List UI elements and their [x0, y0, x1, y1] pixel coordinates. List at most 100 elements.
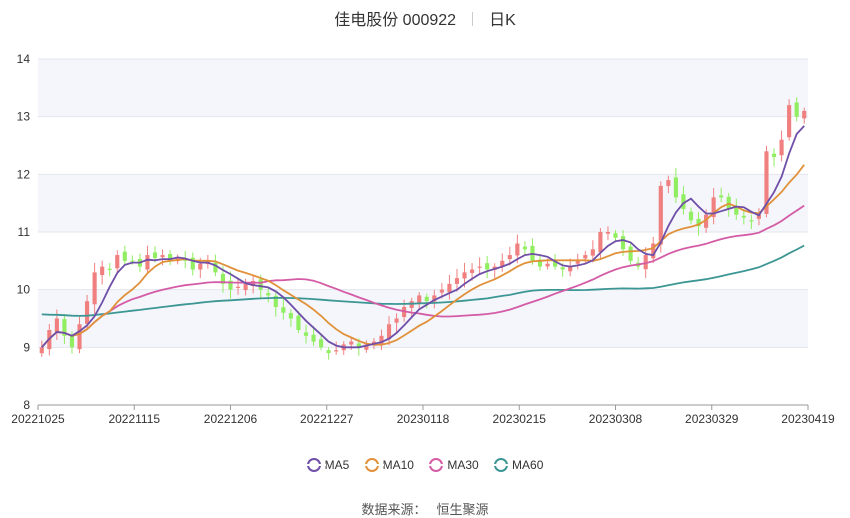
legend-item-ma10[interactable]: MA10: [359, 458, 414, 472]
y-tick-label: 14: [17, 52, 31, 66]
candle-body: [235, 286, 241, 288]
candle-body: [711, 197, 716, 218]
y-tick-label: 9: [23, 340, 30, 354]
candle-body: [258, 279, 263, 290]
candle-body: [228, 280, 233, 290]
legend-item-ma5[interactable]: MA5: [301, 458, 350, 472]
candle-body: [296, 315, 301, 331]
candle-body: [439, 289, 444, 293]
y-tick-label: 12: [17, 167, 31, 181]
candle-body: [696, 218, 701, 227]
candle-body: [130, 260, 135, 262]
legend-label-ma30: MA30: [447, 458, 479, 472]
candle-body: [107, 268, 112, 270]
x-tick-label: 20221115: [108, 412, 160, 426]
candle-body: [515, 243, 520, 256]
legend-item-ma30[interactable]: MA30: [424, 458, 479, 472]
candle-body: [168, 254, 173, 261]
candle-body: [334, 350, 339, 352]
candle-body: [273, 295, 278, 307]
candle-body: [522, 246, 527, 250]
x-tick-label: 20221227: [300, 412, 354, 426]
candle-body: [658, 185, 663, 245]
period-label: 日K: [489, 12, 516, 29]
candle-body: [356, 343, 361, 348]
ma10-line: [41, 164, 805, 348]
x-tick-label: 20230419: [781, 412, 835, 426]
legend-label-ma5: MA5: [324, 458, 350, 472]
legend-item-ma60[interactable]: MA60: [489, 458, 544, 472]
y-tick-label: 11: [18, 225, 31, 239]
candle-body: [349, 341, 354, 345]
x-tick-label: 20221025: [11, 412, 65, 426]
title-divider: [472, 12, 474, 26]
source-name: 恒生聚源: [436, 502, 489, 517]
candle-body: [454, 278, 460, 284]
ma30-line: [41, 204, 805, 348]
stock-name-code: 佳电股份 000922: [334, 12, 457, 29]
candle-body: [749, 220, 754, 222]
candle-body: [545, 263, 550, 267]
candle-body: [560, 267, 565, 270]
candle-body: [69, 334, 75, 348]
candle-body: [628, 246, 633, 261]
ma60-line: [41, 244, 805, 317]
candle-body: [326, 350, 331, 354]
candle-body: [77, 324, 82, 350]
candle-body: [704, 214, 709, 228]
x-tick-label: 20230118: [397, 412, 450, 426]
candle-body: [666, 180, 671, 186]
candle-body: [771, 153, 777, 158]
candle-body: [575, 260, 580, 264]
candle-body: [319, 339, 324, 348]
y-tick-label: 8: [23, 398, 30, 412]
candle-body: [734, 205, 739, 215]
candle-body: [386, 324, 392, 340]
candle-body: [590, 249, 595, 256]
candle-body: [432, 295, 437, 302]
candle-body: [741, 215, 746, 218]
candle-body: [394, 318, 399, 323]
candle-body: [500, 260, 505, 267]
candle-body: [568, 266, 573, 272]
candle-body: [469, 269, 475, 273]
legend-label-ma10: MA10: [382, 458, 414, 472]
candle-body: [371, 341, 377, 344]
candle-body: [787, 105, 792, 138]
candle-body: [281, 307, 286, 313]
candle-body: [213, 262, 218, 273]
candle-body: [160, 255, 165, 258]
candle-body: [145, 255, 150, 270]
candle-body: [303, 332, 309, 336]
candle-body: [507, 255, 512, 260]
legend-swatch-ma5: [301, 458, 326, 472]
candle-body: [364, 344, 369, 350]
candle-body: [756, 214, 762, 219]
x-tick-label: 20230308: [589, 412, 643, 426]
candle-body: [266, 293, 271, 296]
candle-body: [651, 243, 656, 259]
candle-body: [598, 232, 603, 253]
candle-body: [220, 273, 226, 284]
candle-body: [424, 296, 429, 302]
legend-label-ma60: MA60: [512, 458, 544, 472]
candle-body: [62, 319, 67, 336]
chart-title: 佳电股份 000922 日K: [0, 6, 850, 30]
candle-body: [54, 318, 59, 333]
candle-body: [190, 257, 195, 270]
candle-body: [84, 301, 90, 324]
candle-body: [477, 266, 482, 268]
grid-band: [38, 59, 808, 117]
candle-body: [243, 283, 248, 291]
candle-body: [673, 177, 678, 198]
x-tick-label: 20230215: [493, 412, 547, 426]
x-tick-label: 20221206: [204, 412, 258, 426]
candle-body: [605, 232, 611, 234]
candle-body: [779, 139, 784, 156]
candle-body: [485, 263, 490, 270]
legend: MA5 MA10 MA30 MA60: [0, 458, 850, 472]
candle-body: [643, 255, 648, 270]
candle-body: [92, 272, 97, 305]
source-label: 数据来源：: [361, 502, 427, 517]
